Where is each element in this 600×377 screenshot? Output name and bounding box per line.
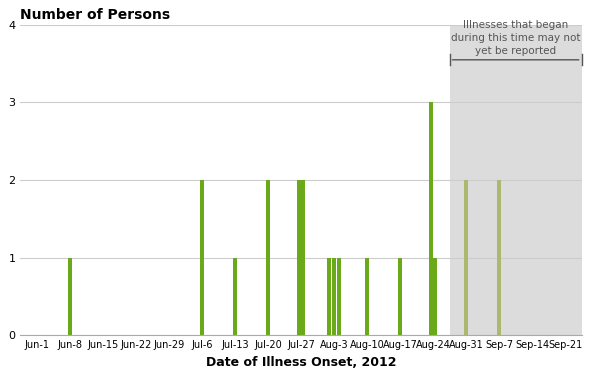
X-axis label: Date of Illness Onset, 2012: Date of Illness Onset, 2012 (206, 356, 396, 369)
Bar (497, 180, 501, 335)
Bar (449, 25, 581, 335)
Bar (68, 257, 72, 335)
Bar (266, 180, 270, 335)
Bar (328, 257, 331, 335)
Text: Number of Persons: Number of Persons (20, 8, 170, 22)
Bar (297, 180, 301, 335)
Bar (337, 257, 341, 335)
Bar (233, 257, 237, 335)
Text: Illnesses that began
during this time may not
yet be reported: Illnesses that began during this time ma… (451, 20, 580, 56)
Bar (301, 180, 305, 335)
Bar (429, 103, 433, 335)
Bar (200, 180, 204, 335)
Bar (365, 257, 369, 335)
Bar (464, 180, 468, 335)
Bar (398, 257, 402, 335)
Bar (433, 257, 437, 335)
Bar (332, 257, 336, 335)
